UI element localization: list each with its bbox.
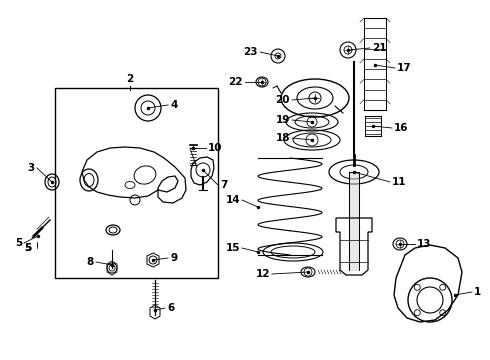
Text: 15: 15 [225, 243, 240, 253]
Text: 12: 12 [255, 269, 270, 279]
Text: 5: 5 [24, 243, 32, 253]
Text: 16: 16 [394, 123, 409, 133]
Text: 17: 17 [397, 63, 412, 73]
Text: 14: 14 [225, 195, 240, 205]
Text: 10: 10 [208, 143, 222, 153]
Text: 21: 21 [372, 43, 387, 53]
Text: 3: 3 [28, 163, 35, 173]
Text: 6: 6 [167, 303, 174, 313]
Bar [55, 88, 218, 278]
Text: 18: 18 [275, 133, 290, 143]
Text: 19: 19 [275, 115, 290, 125]
Text: 8: 8 [87, 257, 94, 267]
Text: 20: 20 [275, 95, 290, 105]
Text: 4: 4 [170, 100, 177, 110]
Text: 5: 5 [15, 238, 22, 248]
Text: 1: 1 [474, 287, 481, 297]
Text: 22: 22 [228, 77, 243, 87]
Text: 9: 9 [170, 253, 177, 263]
Text: 2: 2 [126, 74, 134, 84]
Text: 11: 11 [392, 177, 407, 187]
Text: 13: 13 [417, 239, 432, 249]
Text: 5: 5 [24, 243, 32, 253]
Text: 23: 23 [244, 47, 258, 57]
Text: 7: 7 [220, 180, 227, 190]
